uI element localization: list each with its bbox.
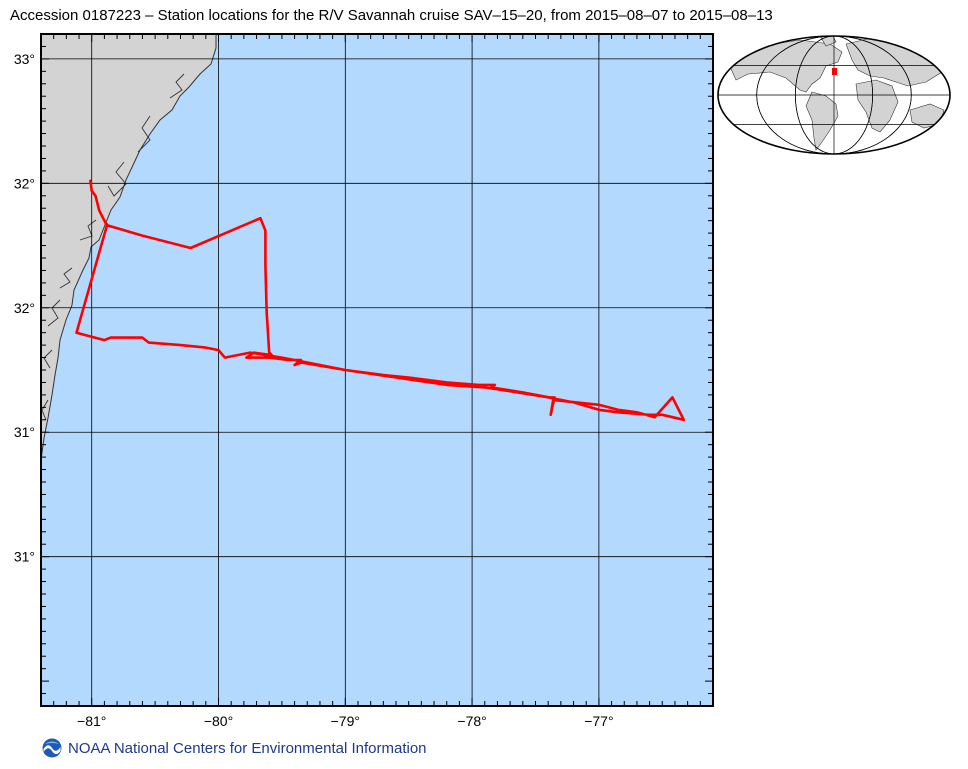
x-tick-label: −79° <box>331 713 360 729</box>
globe-outline <box>717 35 951 155</box>
globe-graticule <box>718 36 950 154</box>
x-tick-label: −78° <box>457 713 486 729</box>
cruise-track <box>75 179 686 422</box>
x-tick-label: −81° <box>77 713 106 729</box>
land-area <box>41 34 217 461</box>
x-tick-label: −80° <box>204 713 233 729</box>
globe-inset-map <box>717 35 951 155</box>
axis-ticks: −81° −80° −79° −78° −77° 33° 32° 32° 31° 31° <box>14 33 714 729</box>
y-tick-label: 33° <box>14 51 35 67</box>
y-tick-label: 32° <box>14 300 35 316</box>
x-tick-label: −77° <box>584 713 613 729</box>
y-tick-label: 32° <box>14 175 35 191</box>
y-tick-label: 31° <box>14 549 35 565</box>
y-tick-label: 31° <box>14 424 35 440</box>
noaa-logo-icon <box>42 738 62 758</box>
footer: NOAA National Centers for Environmental … <box>42 738 427 758</box>
map-title: Accession 0187223 – Station locations fo… <box>10 7 773 24</box>
cruise-location-marker <box>832 68 837 75</box>
ocean-area <box>41 34 713 706</box>
organization-name: NOAA National Centers for Environmental … <box>68 739 427 757</box>
